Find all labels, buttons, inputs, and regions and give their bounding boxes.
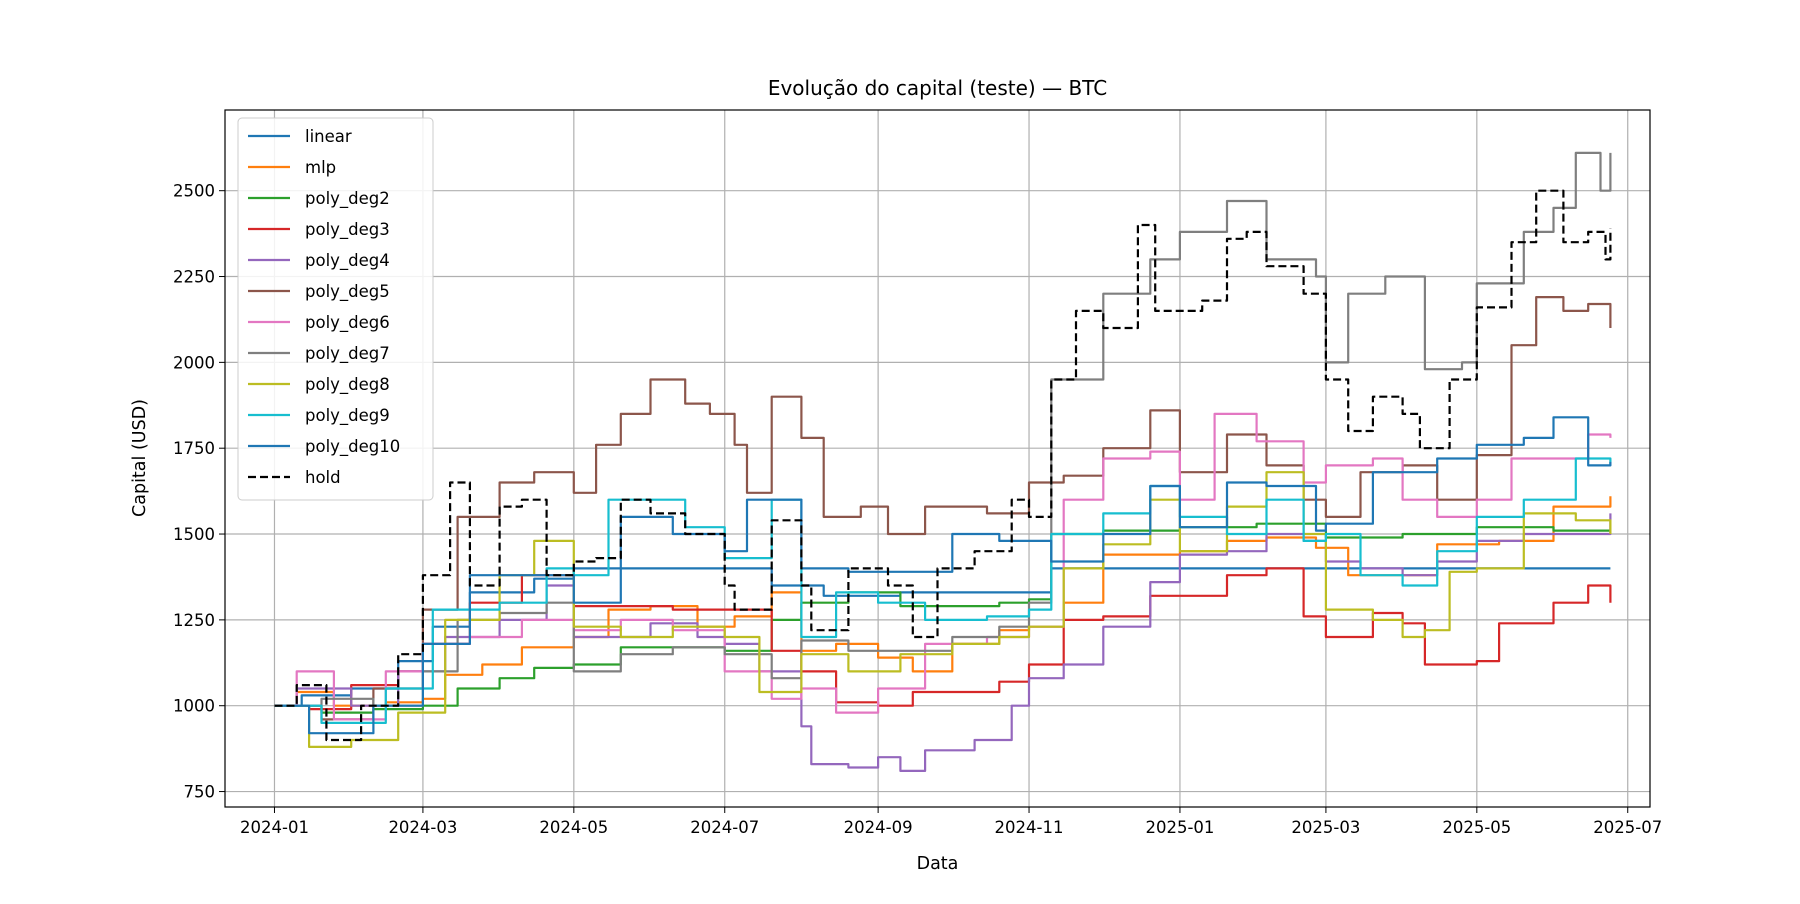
legend-label: mlp xyxy=(305,158,336,177)
y-tick-label: 1250 xyxy=(173,611,215,630)
legend-label: poly_deg3 xyxy=(305,220,390,240)
x-axis-label: Data xyxy=(917,854,959,874)
series-line-poly-deg10 xyxy=(274,416,1612,735)
y-axis: 750 1000 1250 1500 1750 2000 2250 2500 xyxy=(173,182,225,802)
legend-label: hold xyxy=(305,468,341,487)
x-tick-label: 2024-11 xyxy=(995,818,1064,837)
x-tick-label: 2024-05 xyxy=(539,818,608,837)
x-tick-label: 2024-03 xyxy=(388,818,457,837)
x-axis: 2024-01 2024-03 2024-05 2024-07 2024-09 2024-… xyxy=(240,807,1662,837)
series-lines xyxy=(274,151,1612,773)
legend: linear mlp poly_deg2 poly_deg3 poly_deg4poly… xyxy=(237,117,434,501)
x-tick-label: 2025-05 xyxy=(1442,818,1511,837)
y-tick-label: 2250 xyxy=(173,268,215,287)
x-tick-label: 2025-01 xyxy=(1145,818,1214,837)
legend-label: poly_deg2 xyxy=(305,189,390,209)
legend-label: poly_deg9 xyxy=(305,406,390,426)
x-tick-label: 2024-07 xyxy=(690,818,759,837)
x-tick-label: 2024-09 xyxy=(844,818,913,837)
legend-label: poly_deg10 xyxy=(305,437,400,457)
legend-label: poly_deg6 xyxy=(305,313,390,333)
y-tick-label: 750 xyxy=(184,783,216,802)
y-tick-label: 1500 xyxy=(173,525,215,544)
y-tick-label: 1000 xyxy=(173,697,215,716)
legend-box xyxy=(237,117,434,501)
legend-label: linear xyxy=(305,127,352,146)
legend-label: poly_deg5 xyxy=(305,282,390,302)
plot-area-frame xyxy=(224,109,1651,808)
legend-label: poly_deg8 xyxy=(305,375,390,395)
y-tick-label: 2000 xyxy=(173,353,215,372)
x-tick-label: 2024-01 xyxy=(240,818,309,837)
y-axis-label: Capital (USD) xyxy=(130,399,150,517)
y-tick-label: 1750 xyxy=(173,439,215,458)
legend-label: poly_deg7 xyxy=(305,344,390,364)
chart-title: Evolução do capital (teste) — BTC xyxy=(768,76,1107,100)
legend-label: poly_deg4 xyxy=(305,251,390,271)
y-tick-label: 2500 xyxy=(173,182,215,201)
x-tick-label: 2025-03 xyxy=(1291,818,1360,837)
grid xyxy=(225,110,1650,807)
series-line-hold xyxy=(274,189,1612,742)
x-tick-label: 2025-07 xyxy=(1593,818,1662,837)
series-line-poly-deg9 xyxy=(274,457,1612,725)
